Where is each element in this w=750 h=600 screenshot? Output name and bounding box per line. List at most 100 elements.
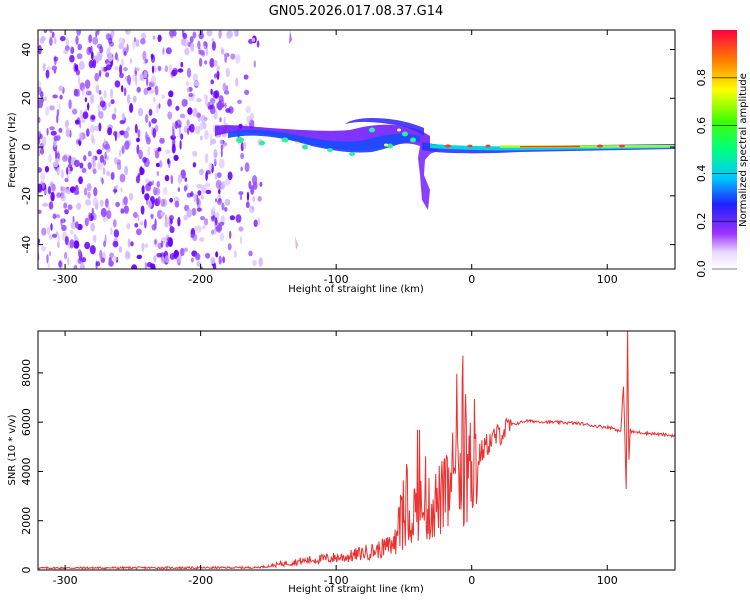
noise-speck [160,240,164,248]
noise-speck [125,30,131,35]
noise-speck [186,208,193,218]
noise-speck [69,166,74,172]
spectrogram-y-tick-label: 20 [20,91,33,105]
noise-speck [123,130,129,139]
snr-y-tick-label: 2000 [20,507,33,535]
noise-speck [127,74,131,85]
spectrogram-x-ticks: -300 -200 -100 0 100 [53,30,618,286]
noise-speck [140,38,146,45]
noise-speck [64,235,69,246]
noise-speck [136,144,140,155]
noise-speck [92,168,97,175]
noise-speck [126,223,131,230]
noise-speck [151,65,155,74]
noise-speck [199,122,205,130]
noise-speck [136,254,142,260]
noise-speck [134,223,139,228]
noise-speck [137,173,141,178]
noise-speck [110,99,115,105]
noise-speck [94,125,99,131]
noise-speck [84,79,91,89]
noise-speck [235,53,241,64]
noise-speck [116,132,121,138]
noise-speck [153,237,159,248]
colorbar-tick-label: 0.8 [695,69,708,87]
noise-speck [123,205,129,214]
noise-speck [92,59,97,69]
noise-speck [246,191,250,201]
noise-speck [144,218,147,229]
noise-speck [200,114,206,124]
noise-speck [75,35,79,45]
noise-speck [47,262,51,269]
noise-speck [192,233,198,242]
noise-speck [199,49,205,56]
noise-speck [66,38,70,47]
noise-speck [132,40,136,50]
noise-speck [177,187,181,192]
noise-speck [215,212,220,220]
noise-speck [119,64,123,75]
noise-speck [167,98,173,107]
noise-speck [79,253,82,263]
noise-speck [147,146,151,156]
noise-speck [103,90,107,99]
figure-title: GN05.2026.017.08.37.G14 [269,4,444,19]
noise-speck [74,159,80,168]
noise-speck [208,105,214,110]
snr-y-tick-label: 6000 [20,408,33,436]
noise-speck [49,126,55,131]
colorbar-label: Normalized spectral amplitude [738,73,749,227]
noise-speck [186,87,190,93]
noise-speck [227,243,232,251]
noise-speck [76,89,79,97]
noise-speck [192,150,198,157]
noise-speck [152,35,156,40]
noise-speck [51,233,58,238]
noise-speck [92,36,99,45]
noise-speck [91,155,96,166]
noise-speck [220,47,224,52]
noise-speck [110,227,113,236]
noise-speck [102,167,106,175]
noise-speck [115,201,120,208]
noise-speck [130,57,133,64]
noise-speck [105,72,110,78]
noise-speck [211,217,217,222]
noise-speck [156,171,160,176]
noise-speck [215,179,222,189]
spectrogram-x-tick-label: -200 [188,273,213,286]
noise-speck [200,185,207,194]
noise-speck [210,257,216,265]
noise-speck [204,130,209,140]
noise-speck [154,149,160,159]
noise-speck [150,75,157,85]
noise-speck [106,210,112,220]
noise-speck [123,87,127,97]
noise-speck [140,32,147,40]
noise-speck [87,212,92,222]
noise-speck [190,257,194,263]
noise-speck [192,73,198,82]
noise-speck [172,67,178,75]
snr-y-axis-label: SNR (10 * v/v) [7,414,18,485]
noise-speck [160,256,165,264]
noise-speck [118,246,123,253]
noise-speck [184,247,188,252]
noise-speck [174,200,180,208]
noise-speck [113,185,116,195]
noise-speck [138,149,143,160]
noise-speck [257,217,261,226]
noise-speck [69,239,75,249]
noise-speck [179,247,185,257]
noise-speck [233,30,239,37]
noise-speck [250,185,255,195]
noise-speck [100,66,105,73]
noise-speck [165,149,171,154]
noise-speck [252,260,257,266]
noise-speck [49,30,53,34]
noise-speck [100,257,106,263]
noise-speck [91,51,94,60]
noise-speck [57,233,60,243]
noise-speck [97,161,103,170]
